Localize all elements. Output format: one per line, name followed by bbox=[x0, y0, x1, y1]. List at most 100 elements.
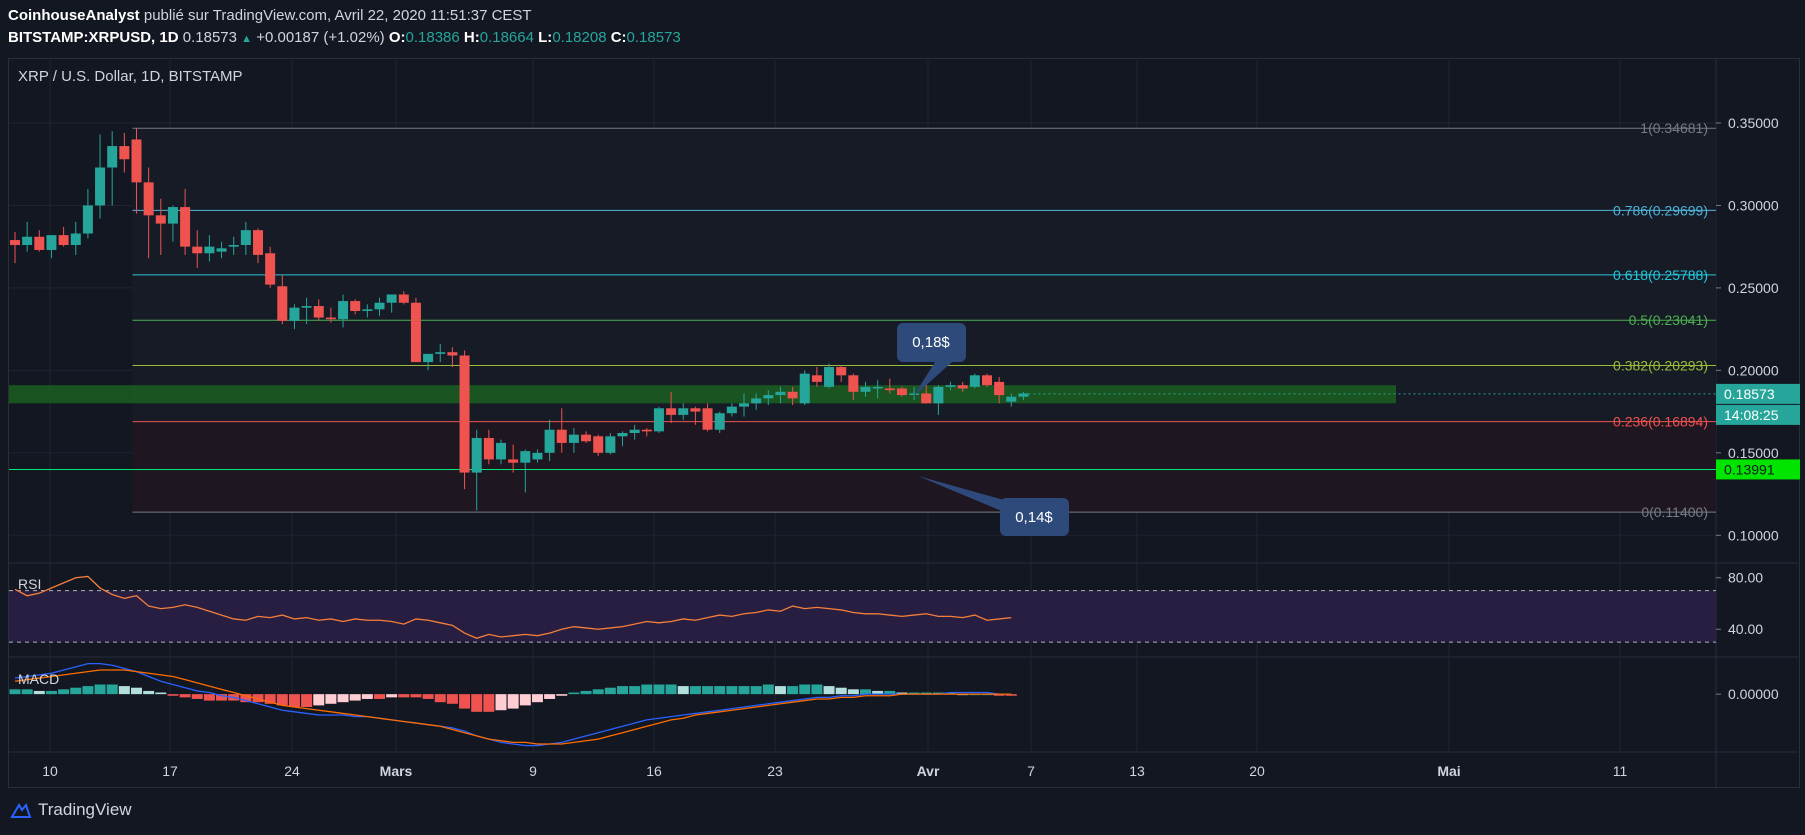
macd-histogram-bar bbox=[33, 690, 45, 695]
callout-label: 0,14$ bbox=[1015, 509, 1053, 526]
candle-body bbox=[860, 386, 871, 392]
ohlc-line: BITSTAMP:XRPUSD, 1D 0.18573 ▲ +0.00187 (… bbox=[8, 29, 681, 46]
macd-histogram-bar bbox=[167, 694, 179, 696]
candle-body bbox=[933, 386, 944, 404]
x-tick-label: Mars bbox=[380, 763, 413, 779]
candle-body bbox=[714, 413, 725, 430]
macd-histogram-bar bbox=[750, 686, 762, 695]
support-price-tag bbox=[1716, 459, 1800, 480]
macd-histogram-bar bbox=[908, 692, 920, 695]
open-label: O: bbox=[388, 29, 406, 46]
tradingview-cloud-icon bbox=[10, 802, 32, 818]
brand-name: TradingView bbox=[38, 800, 132, 819]
rsi-tick-label: 40.00 bbox=[1728, 621, 1763, 637]
macd-histogram-bar bbox=[106, 684, 118, 695]
x-tick-label: 11 bbox=[1613, 763, 1628, 779]
candle-body bbox=[289, 307, 300, 321]
candle-body bbox=[739, 403, 749, 407]
close-value: 0.18573 bbox=[626, 29, 681, 46]
candle-body bbox=[459, 355, 470, 473]
macd-histogram-bar bbox=[337, 694, 349, 703]
x-tick-label: Mai bbox=[1437, 763, 1460, 779]
macd-histogram-bar bbox=[422, 694, 434, 699]
candle-body bbox=[641, 429, 652, 432]
x-tick-label: 9 bbox=[529, 763, 537, 779]
last-price-tag bbox=[1716, 383, 1800, 404]
x-tick-label: 13 bbox=[1129, 763, 1145, 779]
high-label: H: bbox=[463, 29, 480, 46]
candle-body bbox=[204, 246, 215, 254]
candle-body bbox=[240, 230, 251, 246]
candle-body bbox=[423, 353, 434, 363]
macd-histogram-bar bbox=[993, 694, 1005, 696]
candle-body bbox=[751, 398, 762, 404]
candle-body bbox=[909, 393, 920, 395]
macd-histogram-bar bbox=[94, 684, 106, 695]
candle-body bbox=[532, 452, 543, 460]
x-tick-label: 16 bbox=[646, 763, 662, 779]
candle-body bbox=[556, 429, 567, 443]
candle-body bbox=[957, 385, 968, 389]
candle-body bbox=[884, 388, 895, 391]
chart-title: XRP / U.S. Dollar, 1D, BITSTAMP bbox=[18, 68, 243, 85]
candle-body bbox=[192, 246, 203, 254]
symbol-label[interactable]: BITSTAMP:XRPUSD, 1D bbox=[8, 29, 179, 46]
x-tick-label: 20 bbox=[1249, 763, 1265, 779]
tradingview-logo[interactable]: TradingView bbox=[6, 800, 132, 820]
macd-histogram-bar bbox=[920, 692, 932, 695]
macd-histogram-bar bbox=[665, 684, 677, 695]
macd-histogram-bar bbox=[374, 694, 385, 699]
macd-histogram-bar bbox=[932, 692, 944, 695]
candle-body bbox=[95, 167, 106, 206]
macd-histogram-bar bbox=[629, 686, 641, 695]
macd-histogram-bar bbox=[896, 692, 908, 695]
fib-level-label: 0.382(0.20293) bbox=[1613, 358, 1708, 374]
macd-histogram-bar bbox=[45, 690, 57, 695]
last-price-tag-label: 0.18573 bbox=[1724, 386, 1775, 402]
rsi-pane-label: RSI bbox=[18, 576, 41, 592]
fib-band-lower bbox=[132, 421, 1716, 513]
candle-body bbox=[362, 309, 373, 311]
macd-histogram-bar bbox=[131, 687, 142, 695]
candle-body bbox=[702, 408, 713, 430]
author-name[interactable]: CoinhouseAnalyst bbox=[8, 7, 140, 24]
candle-body bbox=[896, 388, 907, 396]
macd-histogram-bar bbox=[762, 684, 774, 695]
candle-body bbox=[629, 429, 640, 434]
rsi-band-fill bbox=[9, 590, 1716, 643]
candle-body bbox=[921, 393, 932, 404]
x-tick-label: 24 bbox=[284, 763, 300, 779]
macd-histogram-bar bbox=[155, 692, 167, 695]
candle-body bbox=[34, 236, 45, 250]
y-tick-label: 0.30000 bbox=[1728, 197, 1779, 213]
low-label: L: bbox=[538, 29, 553, 46]
macd-histogram-bar bbox=[799, 684, 811, 695]
candle-body bbox=[994, 381, 1005, 396]
candle-body bbox=[386, 294, 397, 303]
publish-info: publié sur TradingView.com, Avril 22, 20… bbox=[143, 7, 532, 24]
macd-histogram-bar bbox=[459, 694, 471, 709]
candle-body bbox=[10, 240, 20, 246]
macd-histogram-bar bbox=[1005, 694, 1017, 696]
macd-histogram-bar bbox=[276, 694, 288, 706]
candle-body bbox=[568, 434, 579, 443]
x-tick-label: 17 bbox=[162, 763, 178, 779]
macd-histogram-bar bbox=[556, 694, 568, 696]
candle-body bbox=[471, 437, 482, 473]
high-value: 0.18664 bbox=[479, 29, 534, 46]
macd-histogram-bar bbox=[531, 694, 543, 703]
candle-body bbox=[848, 375, 859, 392]
candle-body bbox=[508, 459, 519, 463]
y-tick-label: 0.35000 bbox=[1728, 115, 1779, 131]
candle-body bbox=[872, 386, 883, 389]
candle-body bbox=[350, 301, 361, 311]
fib-level-label: 1(0.34681) bbox=[1640, 120, 1708, 136]
candle-body bbox=[338, 301, 349, 320]
candle-body bbox=[581, 434, 592, 442]
callout-label: 0,18$ bbox=[912, 334, 950, 351]
candle-body bbox=[119, 146, 130, 160]
macd-histogram-bar bbox=[301, 694, 313, 707]
candle-body bbox=[398, 294, 409, 303]
candle-body bbox=[775, 391, 786, 396]
